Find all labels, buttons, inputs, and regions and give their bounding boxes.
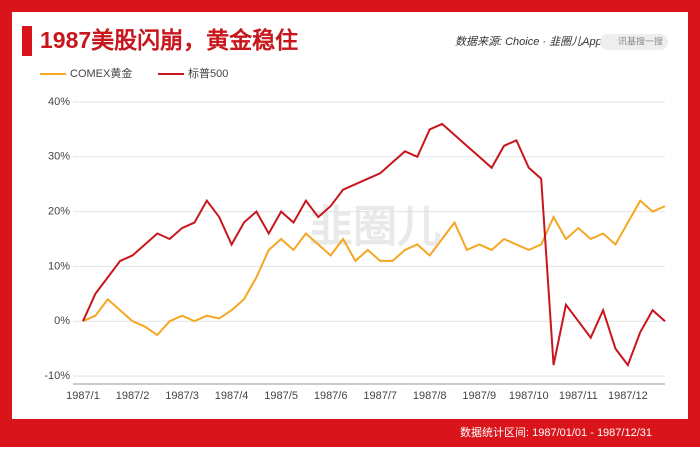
x-tick-label: 1987/1 bbox=[66, 390, 100, 402]
x-tick-label: 1987/6 bbox=[314, 390, 348, 402]
x-tick-label: 1987/7 bbox=[363, 390, 397, 402]
x-tick-label: 1987/5 bbox=[264, 390, 298, 402]
watermark: 韭圈儿 bbox=[309, 203, 441, 252]
y-tick-label: 10% bbox=[48, 260, 70, 272]
y-tick-label: 40% bbox=[48, 96, 70, 108]
series-line bbox=[82, 122, 666, 368]
x-tick-label: 1987/11 bbox=[559, 390, 598, 402]
x-tick-label: 1987/2 bbox=[116, 390, 150, 402]
source: 数据来源: Choice · 韭圈儿App bbox=[455, 35, 602, 48]
x-tick-label: 1987/10 bbox=[509, 390, 549, 402]
y-tick-label: 30% bbox=[48, 151, 70, 163]
x-tick-label: 1987/9 bbox=[462, 390, 496, 402]
search-box[interactable] bbox=[600, 34, 668, 50]
footer-range: 数据统计区间: 1987/01/01 - 1987/12/31 bbox=[460, 425, 652, 439]
y-tick-label: 0% bbox=[54, 315, 70, 327]
legend-label: COMEX黄金 bbox=[70, 66, 132, 80]
x-tick-label: 1987/4 bbox=[215, 390, 249, 402]
legend-label: 标普500 bbox=[188, 66, 228, 80]
y-tick-label: -10% bbox=[44, 370, 70, 382]
series-line bbox=[82, 199, 666, 337]
x-tick-label: 1987/12 bbox=[608, 390, 648, 402]
search-text[interactable]: 讯基搜一搜 bbox=[618, 35, 663, 46]
panel bbox=[12, 12, 688, 419]
title: 1987美股闪崩，黄金稳住 bbox=[40, 27, 298, 53]
x-tick-label: 1987/8 bbox=[413, 390, 447, 402]
x-tick-label: 1987/3 bbox=[165, 390, 199, 402]
title-marker bbox=[22, 26, 32, 56]
y-tick-label: 20% bbox=[48, 206, 70, 218]
